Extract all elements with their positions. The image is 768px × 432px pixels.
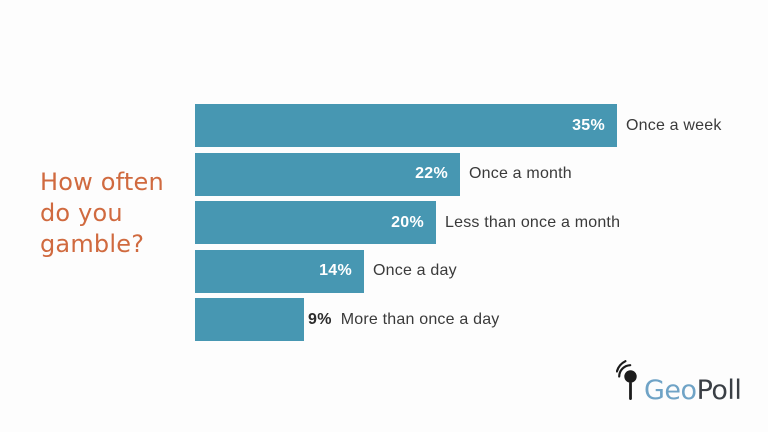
logo-text-geo: Geo — [644, 375, 697, 406]
bar-row: 22% Once a month — [195, 152, 722, 196]
bar-row: 20% Less than once a month — [195, 201, 722, 244]
bar: 20% — [195, 201, 436, 244]
category-label: Less than once a month — [445, 213, 621, 231]
chart-title: How often do you gamble? — [40, 168, 164, 258]
bar-row: 14% Once a day — [195, 249, 722, 293]
category-label: More than once a day — [340, 310, 500, 328]
antenna-pin-icon — [616, 360, 637, 400]
value-label: 35% — [572, 116, 605, 134]
category-label: Once a week — [626, 116, 722, 134]
bar-row: 35% Once a week — [195, 104, 722, 147]
bar-chart: 35% Once a week 22% Once a month 20% Less tha… — [195, 104, 722, 341]
category-label: Once a day — [373, 262, 457, 279]
value-label: 14% — [319, 262, 352, 279]
value-label: 20% — [391, 213, 424, 231]
bar: 14% — [195, 249, 364, 293]
logo-wordmark: GeoPoll — [644, 375, 742, 406]
bar-row: 9% More than once a day — [195, 298, 722, 341]
geopoll-logo: GeoPoll — [616, 359, 742, 406]
value-label: 9% — [308, 310, 332, 328]
logo-text-poll: Poll — [696, 375, 742, 406]
category-label: Once a month — [469, 165, 572, 182]
bar: 35% — [195, 104, 617, 147]
bar: 22% — [195, 152, 460, 196]
bar — [195, 298, 304, 341]
value-label: 22% — [415, 165, 448, 182]
